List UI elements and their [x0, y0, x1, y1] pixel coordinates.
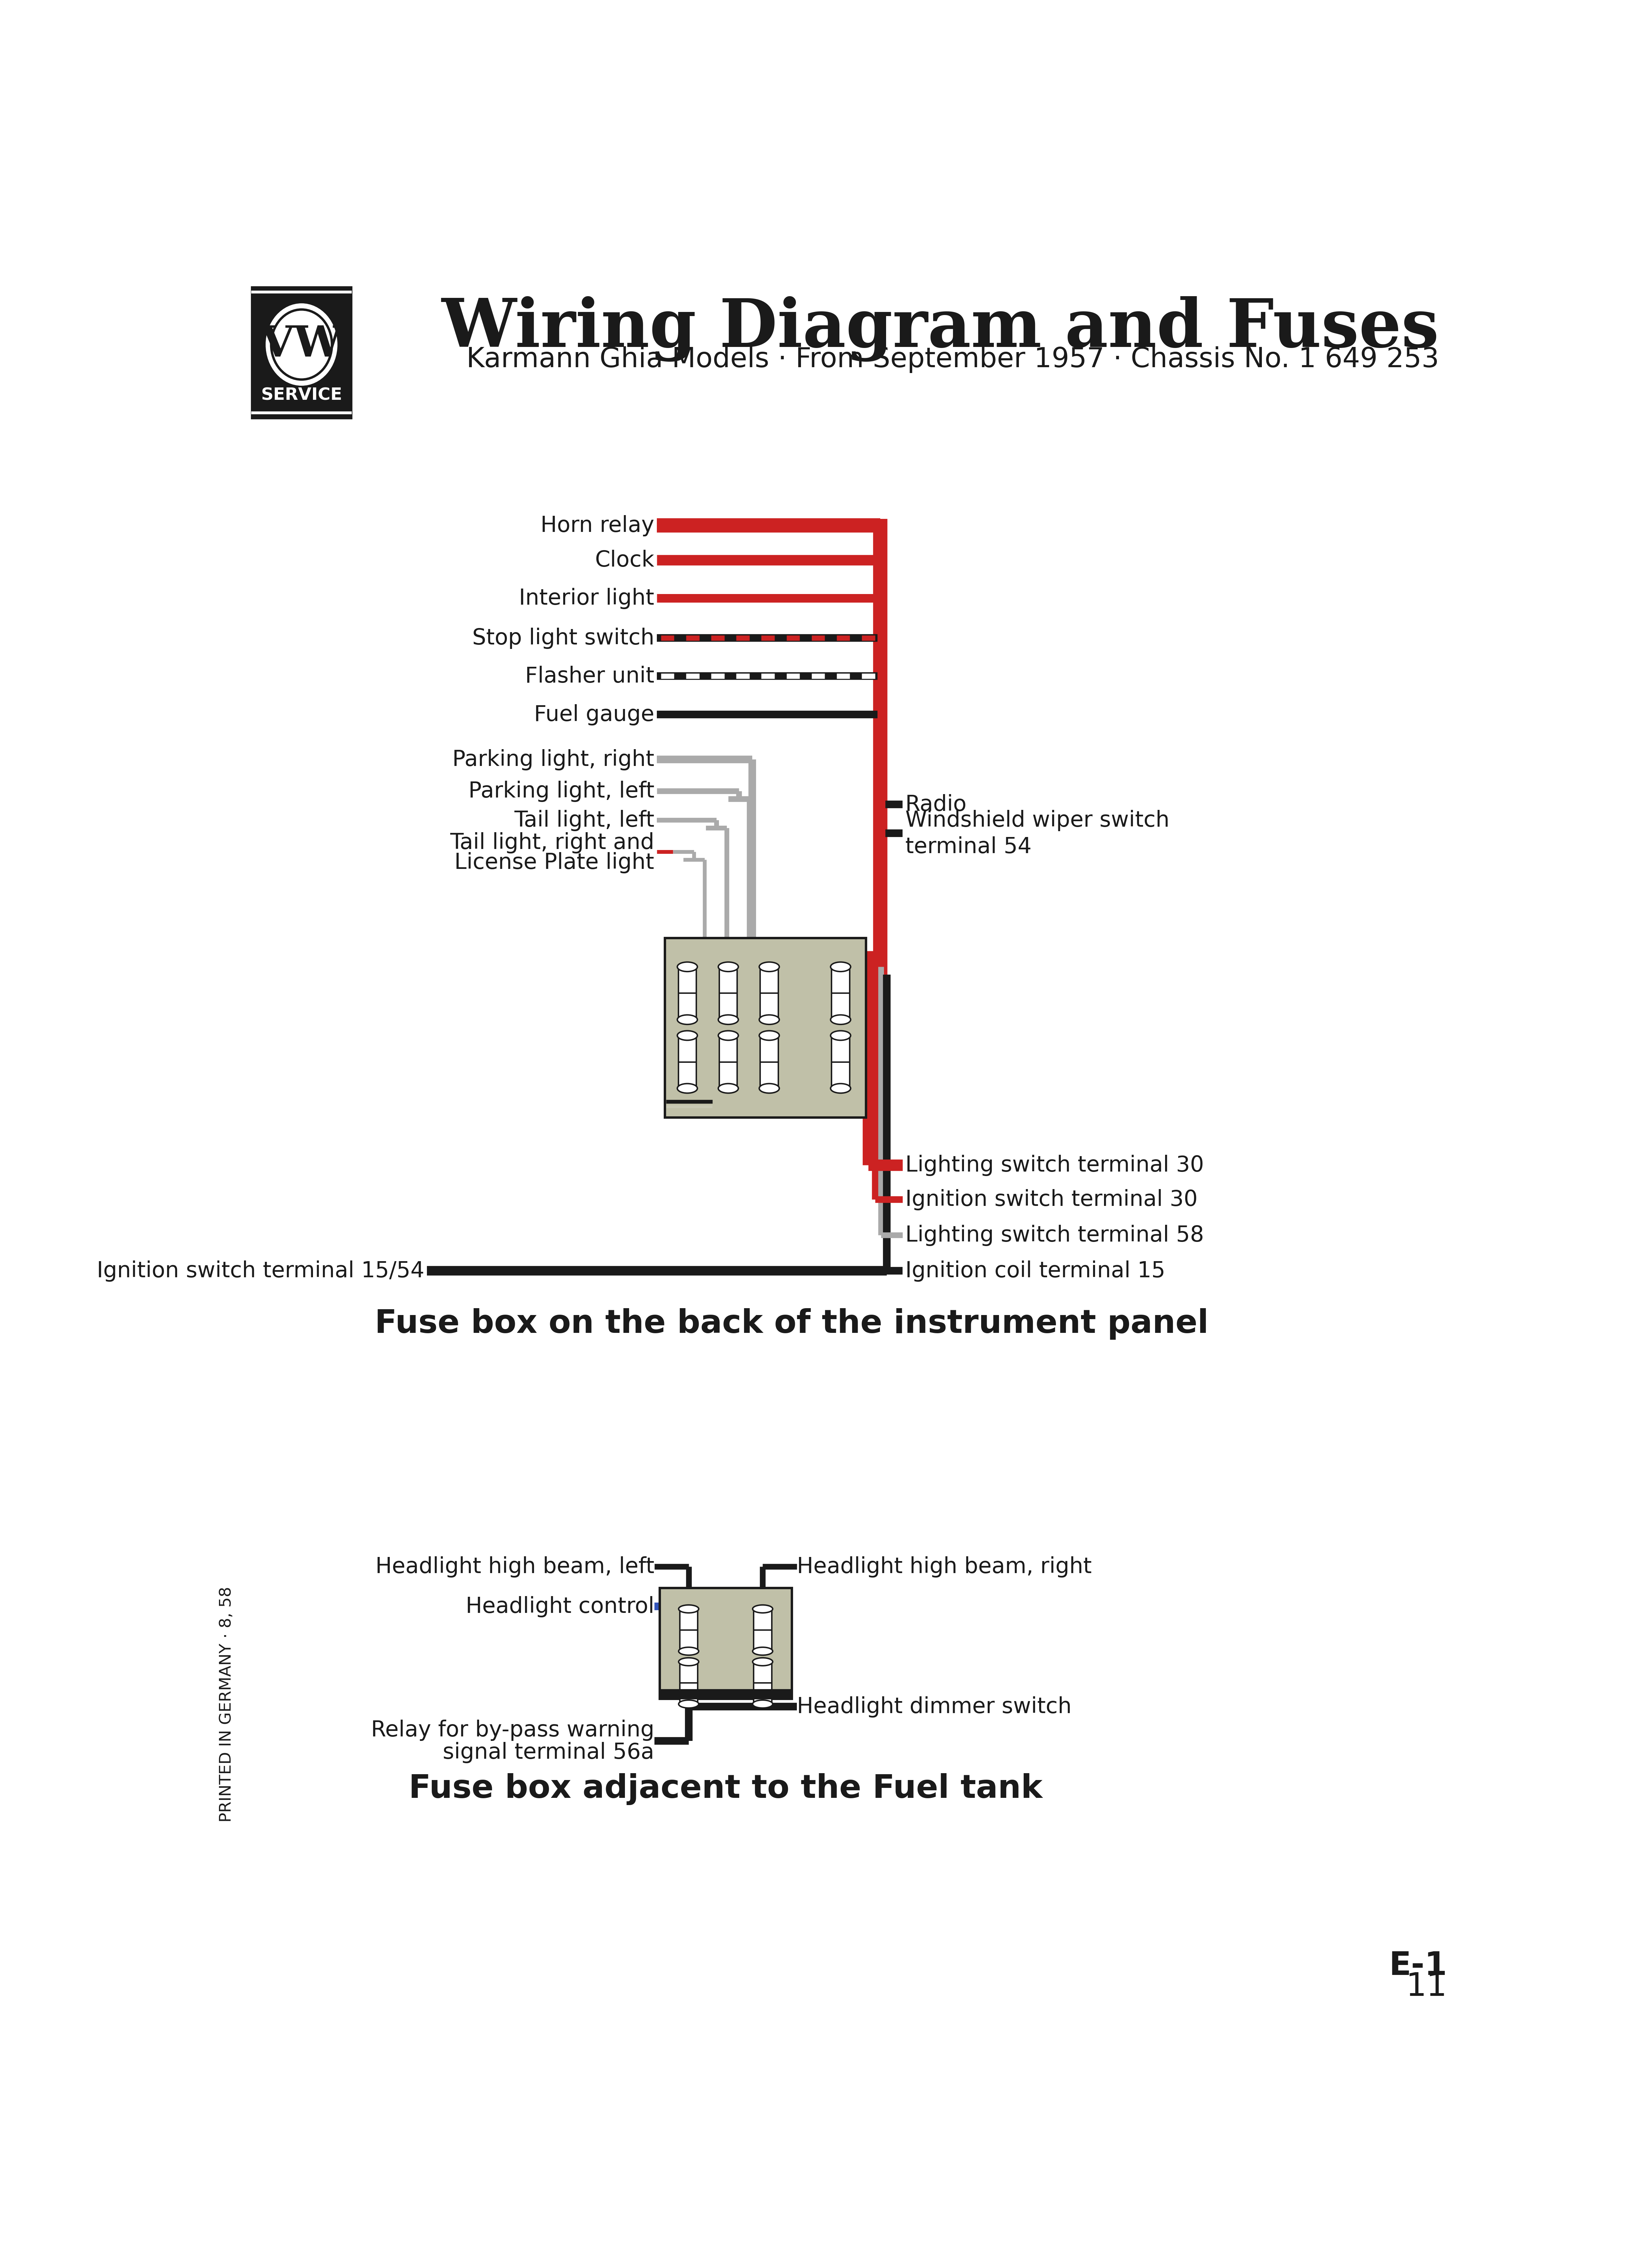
Text: VW: VW: [261, 324, 342, 365]
Ellipse shape: [678, 1658, 698, 1665]
Text: SERVICE: SERVICE: [261, 388, 342, 404]
Text: Fuel gauge: Fuel gauge: [535, 703, 655, 726]
Bar: [678, 1036, 696, 1089]
Text: Windshield wiper switch: Windshield wiper switch: [906, 810, 1170, 830]
Ellipse shape: [678, 1647, 698, 1656]
Text: Headlight dimmer switch: Headlight dimmer switch: [797, 1696, 1072, 1717]
Text: Fuse box adjacent to the Fuel tank: Fuse box adjacent to the Fuel tank: [409, 1774, 1043, 1805]
Text: Ignition coil terminal 15: Ignition coil terminal 15: [906, 1261, 1165, 1281]
Text: Relay for by-pass warning: Relay for by-pass warning: [371, 1719, 655, 1740]
Bar: [832, 1036, 850, 1089]
Text: E-1: E-1: [1389, 1950, 1447, 1982]
Text: Wiring Diagram and Fuses: Wiring Diagram and Fuses: [442, 295, 1439, 361]
Ellipse shape: [752, 1606, 772, 1613]
Bar: [665, 939, 866, 1118]
Text: License Plate light: License Plate light: [454, 853, 655, 873]
Text: signal terminal 56a: signal terminal 56a: [442, 1742, 655, 1762]
Text: Parking light, right: Parking light, right: [452, 748, 655, 771]
Ellipse shape: [676, 1084, 698, 1093]
Ellipse shape: [271, 311, 332, 379]
Bar: [754, 1608, 772, 1651]
Bar: [678, 966, 696, 1021]
Ellipse shape: [752, 1701, 772, 1708]
Text: Ignition switch terminal 30: Ignition switch terminal 30: [906, 1188, 1198, 1211]
Text: Ignition switch terminal 15/54: Ignition switch terminal 15/54: [97, 1261, 424, 1281]
Text: Clock: Clock: [594, 549, 655, 572]
Bar: [660, 1588, 792, 1699]
Ellipse shape: [752, 1647, 772, 1656]
Text: Tail light, left: Tail light, left: [515, 810, 655, 830]
Bar: [719, 966, 738, 1021]
Text: 11: 11: [1406, 1971, 1447, 2003]
Text: Interior light: Interior light: [520, 587, 655, 610]
Bar: [761, 1036, 779, 1089]
Text: Horn relay: Horn relay: [541, 515, 655, 538]
Ellipse shape: [266, 304, 337, 386]
Ellipse shape: [830, 1016, 851, 1025]
Ellipse shape: [830, 962, 851, 971]
Ellipse shape: [830, 1084, 851, 1093]
Text: Parking light, left: Parking light, left: [469, 780, 655, 803]
Ellipse shape: [678, 1701, 698, 1708]
Ellipse shape: [752, 1658, 772, 1665]
Text: Headlight high beam, left: Headlight high beam, left: [376, 1556, 655, 1576]
Bar: [719, 1036, 738, 1089]
Ellipse shape: [759, 1084, 779, 1093]
Text: Radio: Radio: [906, 794, 967, 814]
Ellipse shape: [830, 1032, 851, 1041]
Ellipse shape: [676, 1032, 698, 1041]
Text: Headlight high beam, right: Headlight high beam, right: [797, 1556, 1092, 1576]
Ellipse shape: [718, 1084, 738, 1093]
Text: Lighting switch terminal 30: Lighting switch terminal 30: [906, 1154, 1204, 1175]
Bar: [251, 286, 351, 420]
Ellipse shape: [676, 962, 698, 971]
Bar: [754, 1662, 772, 1703]
Text: Tail light, right and: Tail light, right and: [450, 832, 655, 853]
Bar: [662, 1690, 790, 1699]
Bar: [761, 966, 779, 1021]
Bar: [680, 1662, 698, 1703]
Text: PRINTED IN GERMANY · 8, 58: PRINTED IN GERMANY · 8, 58: [219, 1585, 234, 1821]
Text: Fuse box on the back of the instrument panel: Fuse box on the back of the instrument p…: [375, 1309, 1209, 1340]
Ellipse shape: [759, 1032, 779, 1041]
Text: Lighting switch terminal 58: Lighting switch terminal 58: [906, 1225, 1204, 1245]
Ellipse shape: [676, 1016, 698, 1025]
Ellipse shape: [718, 1032, 738, 1041]
Bar: [832, 966, 850, 1021]
Ellipse shape: [678, 1606, 698, 1613]
Text: Headlight control: Headlight control: [465, 1597, 655, 1617]
Bar: [680, 1608, 698, 1651]
Ellipse shape: [759, 962, 779, 971]
Ellipse shape: [759, 1016, 779, 1025]
Ellipse shape: [718, 962, 738, 971]
Text: terminal 54: terminal 54: [906, 837, 1031, 857]
Text: Flasher unit: Flasher unit: [525, 667, 655, 687]
Text: Karmann Ghia Models · From September 1957 · Chassis No. 1 649 253: Karmann Ghia Models · From September 195…: [467, 347, 1439, 372]
Ellipse shape: [718, 1016, 738, 1025]
Text: Stop light switch: Stop light switch: [472, 628, 655, 649]
